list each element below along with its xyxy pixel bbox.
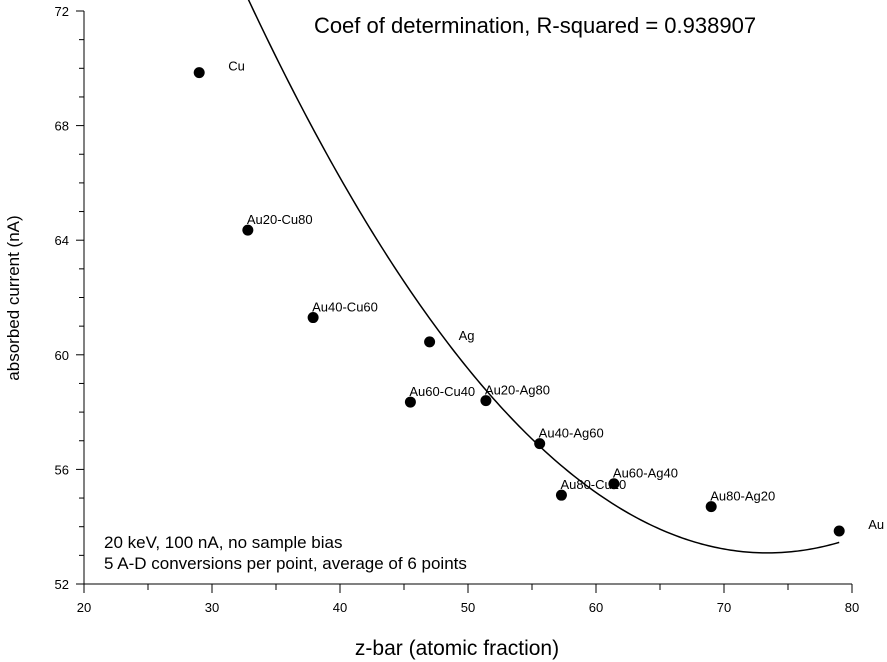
x-tick-label: 30 — [205, 600, 219, 615]
point-label: Au80-Ag20 — [710, 489, 775, 504]
y-tick-label: 52 — [55, 577, 69, 592]
note-line-2: 5 A-D conversions per point, average of … — [104, 554, 467, 573]
x-tick-label: 20 — [77, 600, 91, 615]
y-tick-label: 68 — [55, 119, 69, 134]
point-label: Au40-Cu60 — [312, 300, 378, 315]
axes: 52 56 60 64 68 72 20 30 40 50 60 70 80 — [55, 4, 860, 615]
point-label: Au20-Cu80 — [247, 212, 313, 227]
data-point — [307, 312, 319, 324]
y-axis-title: absorbed current (nA) — [4, 215, 23, 380]
x-tick-label: 80 — [845, 600, 859, 615]
y-tick-label: 64 — [55, 233, 69, 248]
y-tick-label: 56 — [55, 462, 69, 477]
y-tick-label: 72 — [55, 4, 69, 19]
point-label: Au40-Ag60 — [539, 426, 604, 441]
data-point — [534, 438, 546, 450]
data-point — [404, 396, 416, 408]
fit-curve — [247, 0, 840, 554]
data-points: Cu Au20-Cu80 Au40-Cu60 Ag Au60-Cu40 Au20-Ag80… — [193, 59, 884, 537]
x-tick-label: 60 — [589, 600, 603, 615]
data-point — [424, 336, 436, 348]
data-point — [555, 489, 567, 501]
x-tick-label: 50 — [461, 600, 475, 615]
x-tick-label: 70 — [717, 600, 731, 615]
x-tick-label: 40 — [333, 600, 347, 615]
note-line-1: 20 keV, 100 nA, no sample bias — [104, 533, 342, 552]
data-point — [193, 67, 205, 79]
point-label: Cu — [228, 59, 245, 74]
point-label: Au60-Cu40 — [409, 384, 475, 399]
data-point — [705, 501, 717, 513]
data-point — [608, 478, 620, 490]
data-point — [480, 395, 492, 407]
point-label: Ag — [459, 328, 475, 343]
point-label: Au20-Ag80 — [485, 383, 550, 398]
point-label: Au — [868, 517, 884, 532]
x-axis-title: z-bar (atomic fraction) — [355, 637, 559, 660]
data-point — [833, 525, 845, 537]
point-label: Au60-Ag40 — [613, 466, 678, 481]
chart-title: Coef of determination, R-squared = 0.938… — [314, 13, 756, 38]
y-tick-label: 60 — [55, 348, 69, 363]
data-point — [242, 224, 254, 236]
